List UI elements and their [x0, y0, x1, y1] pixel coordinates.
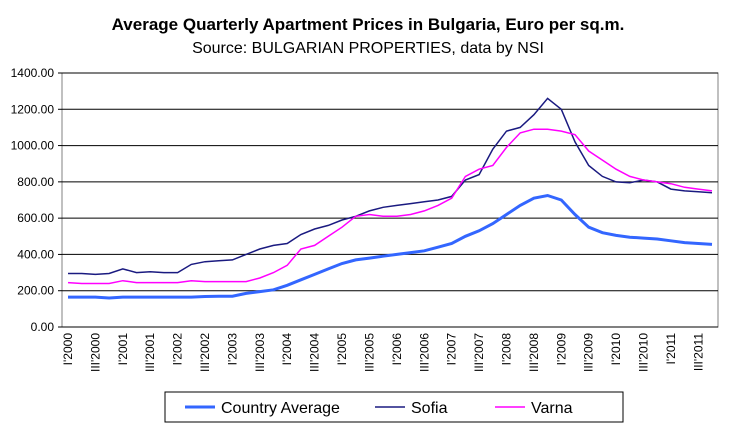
y-tick-label: 200.00: [17, 284, 54, 298]
legend-label: Country Average: [221, 400, 340, 417]
x-tick-label: I'2009: [554, 333, 568, 366]
x-tick-label: I'2011: [664, 333, 678, 365]
y-tick-label: 800.00: [17, 175, 54, 189]
x-tick-label: I'2006: [390, 333, 404, 366]
x-tick-label: I'2005: [335, 333, 349, 366]
x-tick-label: III'2001: [143, 333, 157, 372]
x-tick-label: I'2008: [499, 333, 513, 366]
legend-label: Varna: [531, 400, 573, 417]
x-tick-label: I'2004: [280, 333, 294, 366]
x-tick-label: III'2006: [417, 333, 431, 372]
x-tick-label: I'2003: [225, 333, 239, 366]
series-line: [67, 128, 713, 285]
plot-area: [61, 72, 719, 328]
series-line: [68, 97, 713, 276]
y-tick-label: 1200.00: [11, 102, 55, 116]
y-tick-label: 1400.00: [11, 66, 55, 80]
x-tick-label: III'2007: [472, 333, 486, 372]
legend-label: Sofia: [411, 400, 448, 417]
x-tick-label: I'2001: [116, 333, 130, 366]
chart-title: Average Quarterly Apartment Prices in Bu…: [112, 15, 625, 34]
series-line: [68, 193, 713, 300]
x-tick-label: III'2009: [582, 333, 596, 372]
x-tick-label: III'2011: [691, 333, 705, 371]
y-tick-label: 0.00: [31, 320, 55, 334]
x-tick-label: I'2010: [609, 333, 623, 366]
x-tick-label: III'2010: [636, 333, 650, 372]
x-tick-label: III'2002: [198, 333, 212, 372]
y-tick-label: 400.00: [17, 247, 54, 261]
chart-subtitle: Source: BULGARIAN PROPERTIES, data by NS…: [192, 40, 544, 57]
y-tick-label: 600.00: [17, 211, 54, 225]
x-tick-label: III'2008: [527, 333, 541, 372]
x-tick-label: III'2005: [362, 333, 376, 372]
x-tick-label: III'2003: [253, 333, 267, 372]
x-tick-label: I'2007: [445, 333, 459, 366]
x-tick-label: I'2000: [61, 333, 75, 366]
x-tick-label: III'2004: [308, 333, 322, 372]
y-tick-label: 1000.00: [11, 139, 55, 153]
x-tick-label: I'2002: [171, 333, 185, 366]
x-tick-label: III'2000: [88, 333, 102, 372]
